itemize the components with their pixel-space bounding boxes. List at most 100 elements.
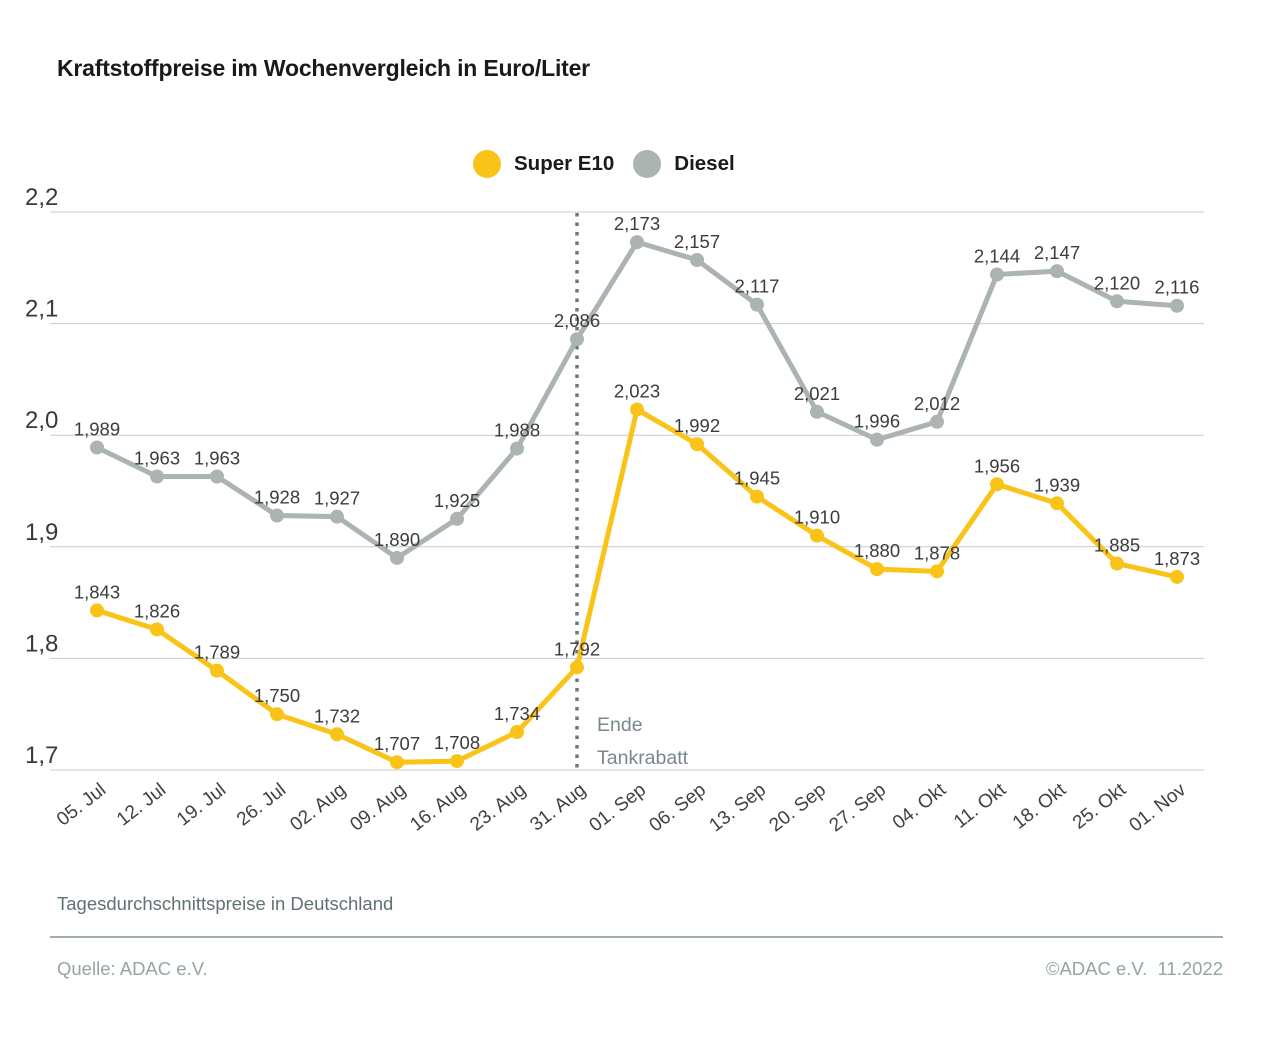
y-axis-label: 2,0 (25, 407, 58, 434)
diesel-value-label: 1,890 (374, 529, 420, 550)
super-e10-value-label: 1,939 (1034, 474, 1080, 495)
legend-item-super-e10: Super E10 (473, 150, 614, 178)
diesel-value-label: 2,086 (554, 310, 600, 331)
super-e10-point (810, 528, 824, 543)
super-e10-value-label: 1,826 (134, 600, 180, 621)
y-axis-label: 1,7 (25, 742, 58, 769)
super-e10-point (150, 622, 164, 637)
chart-legend: Super E10 Diesel (473, 150, 735, 178)
diesel-value-label: 2,144 (974, 245, 1020, 266)
super-e10-value-label: 1,878 (914, 542, 960, 563)
super-e10-value-label: 1,734 (494, 703, 540, 724)
super-e10-point (450, 754, 464, 769)
source-note: Quelle: ADAC e.V. (57, 958, 208, 979)
super-e10-point (870, 562, 884, 577)
y-axis-label: 2,1 (25, 296, 58, 323)
diesel-value-label: 1,989 (74, 418, 120, 439)
diesel-point (210, 469, 224, 484)
diesel-value-label: 2,021 (794, 383, 840, 404)
super-e10-point (1170, 569, 1184, 584)
diesel-series: 1,989 1,963 1,963 1,928 1,927 1,890 1,925 1,988… (74, 213, 1200, 565)
super-e10-point (1050, 496, 1064, 511)
diesel-value-label: 1,928 (254, 487, 300, 508)
diesel-point (690, 252, 704, 267)
x-axis-label: 01. Nov (1126, 779, 1191, 836)
diesel-legend-dot-icon (633, 150, 662, 178)
diesel-point (570, 332, 584, 347)
super-e10-point (90, 603, 104, 618)
super-e10-point (690, 437, 704, 452)
super-e10-point (510, 725, 524, 740)
y-axis-label: 2,2 (25, 184, 58, 211)
super-e10-point (270, 707, 284, 722)
diesel-value-label: 1,927 (314, 488, 360, 509)
super-e10-series: 1,843 1,826 1,789 1,750 1,732 1,707 1,708 1,734… (74, 381, 1200, 770)
super-e10-value-label: 1,873 (1154, 548, 1200, 569)
diesel-point (990, 267, 1004, 282)
y-axis-label: 1,8 (25, 630, 58, 657)
diesel-point (870, 432, 884, 447)
super-e10-value-label: 1,789 (194, 642, 240, 663)
x-axis-label: 12. Jul (113, 779, 170, 830)
diesel-value-label: 1,963 (194, 447, 240, 468)
x-axis-label: 05. Jul (53, 779, 110, 830)
diesel-value-label: 1,988 (494, 420, 540, 441)
x-axis-label: 23. Aug (466, 779, 530, 835)
legend-label: Diesel (674, 152, 735, 175)
super-e10-value-label: 1,945 (734, 468, 780, 489)
x-axis-label: 16. Aug (406, 779, 470, 835)
super-e10-value-label: 2,023 (614, 381, 660, 402)
diesel-point (630, 235, 644, 250)
x-axis-label: 20. Sep (766, 779, 831, 836)
diesel-value-label: 2,120 (1094, 272, 1140, 293)
diesel-point (390, 550, 404, 565)
annotation-ende-tankrabatt: Ende Tankrabatt (597, 714, 689, 769)
super-e10-point (930, 564, 944, 579)
diesel-value-label: 2,116 (1155, 277, 1200, 298)
super-e10-point (390, 755, 404, 770)
x-axis-label: 09. Aug (346, 779, 410, 835)
x-axis-label: 02. Aug (286, 779, 350, 835)
super-e10-value-label: 1,880 (854, 540, 900, 561)
diesel-point (270, 508, 284, 523)
legend-label: Super E10 (514, 152, 615, 175)
diesel-point (510, 441, 524, 456)
diesel-point (750, 297, 764, 312)
diesel-value-label: 2,012 (914, 393, 960, 414)
y-axis-labels: 2,2 2,1 2,0 1,9 1,8 1,7 (25, 184, 58, 769)
diesel-value-label: 2,117 (735, 276, 780, 297)
diesel-point (150, 469, 164, 484)
diesel-point (1170, 298, 1184, 313)
x-axis-label: 26. Jul (233, 779, 290, 830)
super-e10-point (330, 727, 344, 742)
x-axis-label: 31. Aug (526, 779, 590, 835)
diesel-point (810, 404, 824, 419)
legend-item-diesel: Diesel (633, 150, 735, 178)
y-axis-label: 1,9 (25, 519, 58, 546)
copyright-note: ©ADAC e.V. 11.2022 (1045, 958, 1223, 979)
diesel-point (90, 440, 104, 455)
diesel-value-label: 1,963 (134, 447, 180, 468)
x-axis-label: 25. Okt (1069, 779, 1131, 834)
diesel-value-label: 2,147 (1034, 242, 1080, 263)
annotation-text: Ende (597, 714, 643, 736)
super-e10-value-label: 1,910 (794, 507, 840, 528)
x-axis-label: 01. Sep (586, 779, 651, 836)
diesel-point (330, 509, 344, 524)
super-e10-value-label: 1,956 (974, 455, 1020, 476)
x-axis-label: 04. Okt (889, 779, 951, 834)
super-e10-value-label: 1,992 (674, 415, 720, 436)
x-axis-label: 11. Okt (950, 779, 1011, 833)
super-e10-point (210, 663, 224, 678)
super-e10-point (630, 402, 644, 417)
super-e10-value-label: 1,792 (554, 638, 600, 659)
annotation-text: Tankrabatt (597, 747, 689, 769)
super-e10-value-label: 1,732 (314, 705, 360, 726)
diesel-value-label: 2,173 (614, 213, 660, 234)
diesel-point (1050, 264, 1064, 279)
x-axis-label: 18. Okt (1009, 779, 1071, 834)
chart-title: Kraftstoffpreise im Wochenvergleich in E… (57, 55, 590, 81)
super-e10-point (750, 489, 764, 504)
